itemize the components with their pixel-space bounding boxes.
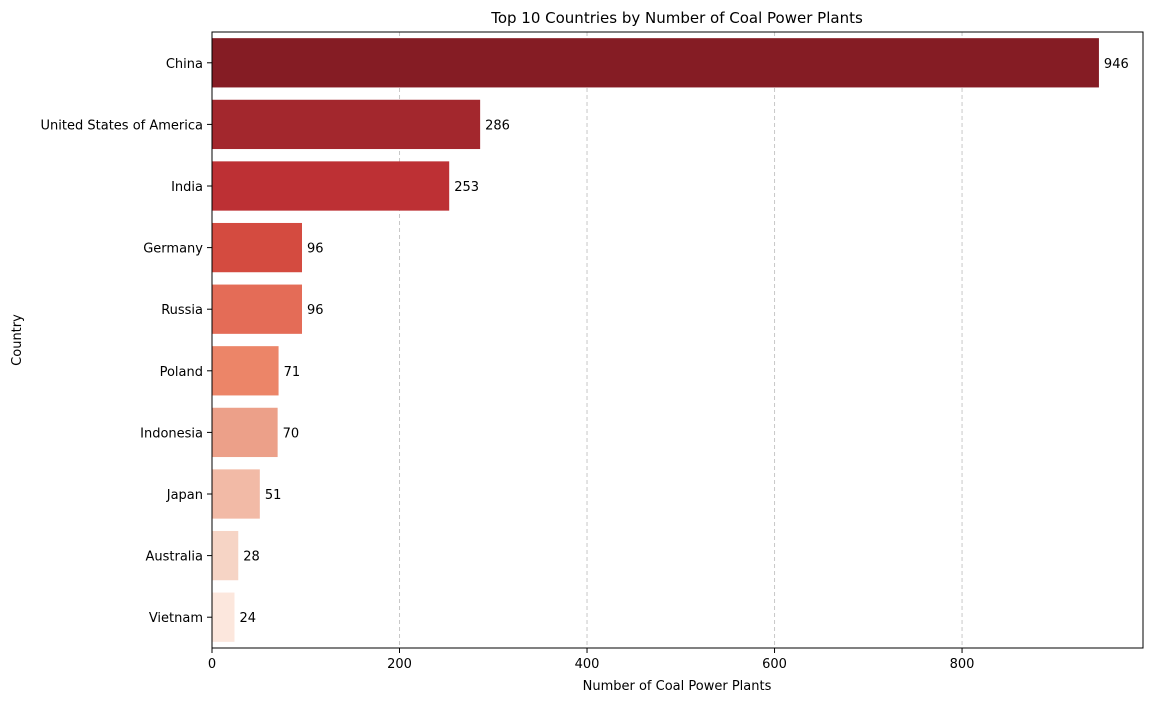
bar [212, 530, 239, 581]
y-tick-label: Germany [143, 242, 203, 257]
plot-frame [211, 31, 1144, 649]
x-tick-label: 200 [387, 657, 412, 672]
bar [212, 346, 279, 396]
y-tick-label: China [166, 57, 203, 72]
x-tick-label: 800 [950, 657, 975, 672]
data-label: 286 [485, 118, 510, 133]
bar [212, 284, 303, 334]
data-labels: 946 286 253 96 96 71 70 51 28 24 [240, 57, 1129, 626]
grid-lines [399, 32, 963, 648]
bars [212, 38, 1099, 642]
data-label: 253 [454, 180, 479, 195]
data-label: 96 [307, 242, 324, 257]
x-ticks: 0 200 400 600 800 [208, 648, 975, 672]
y-tick-label: Vietnam [149, 611, 203, 626]
data-label: 24 [240, 611, 257, 626]
y-tick-label: India [171, 180, 203, 195]
bar [212, 407, 278, 458]
data-label: 946 [1104, 57, 1129, 72]
bar [212, 99, 481, 150]
y-tick-label: Australia [145, 550, 203, 565]
bar [212, 469, 260, 519]
y-tick-label: Russia [161, 303, 203, 318]
y-tick-label: Poland [160, 365, 203, 380]
x-tick-label: 400 [575, 657, 600, 672]
data-label: 71 [284, 365, 301, 380]
data-label: 96 [307, 303, 324, 318]
x-tick-label: 600 [762, 657, 787, 672]
y-axis-label: Country [10, 314, 25, 366]
y-tick-label: Indonesia [140, 426, 203, 441]
data-label: 51 [265, 488, 282, 503]
y-tick-labels: China United States of America India German… [41, 57, 212, 626]
y-tick-label: United States of America [41, 118, 203, 133]
x-tick-label: 0 [208, 657, 216, 672]
bar [212, 222, 303, 273]
x-axis-label: Number of Coal Power Plants [583, 679, 772, 694]
data-label: 70 [283, 426, 300, 441]
bar [212, 38, 1099, 88]
bar [212, 161, 450, 211]
data-label: 28 [243, 550, 260, 565]
y-tick-label: Japan [166, 488, 203, 503]
bar [212, 592, 235, 642]
chart-title: Top 10 Countries by Number of Coal Power… [490, 9, 863, 27]
